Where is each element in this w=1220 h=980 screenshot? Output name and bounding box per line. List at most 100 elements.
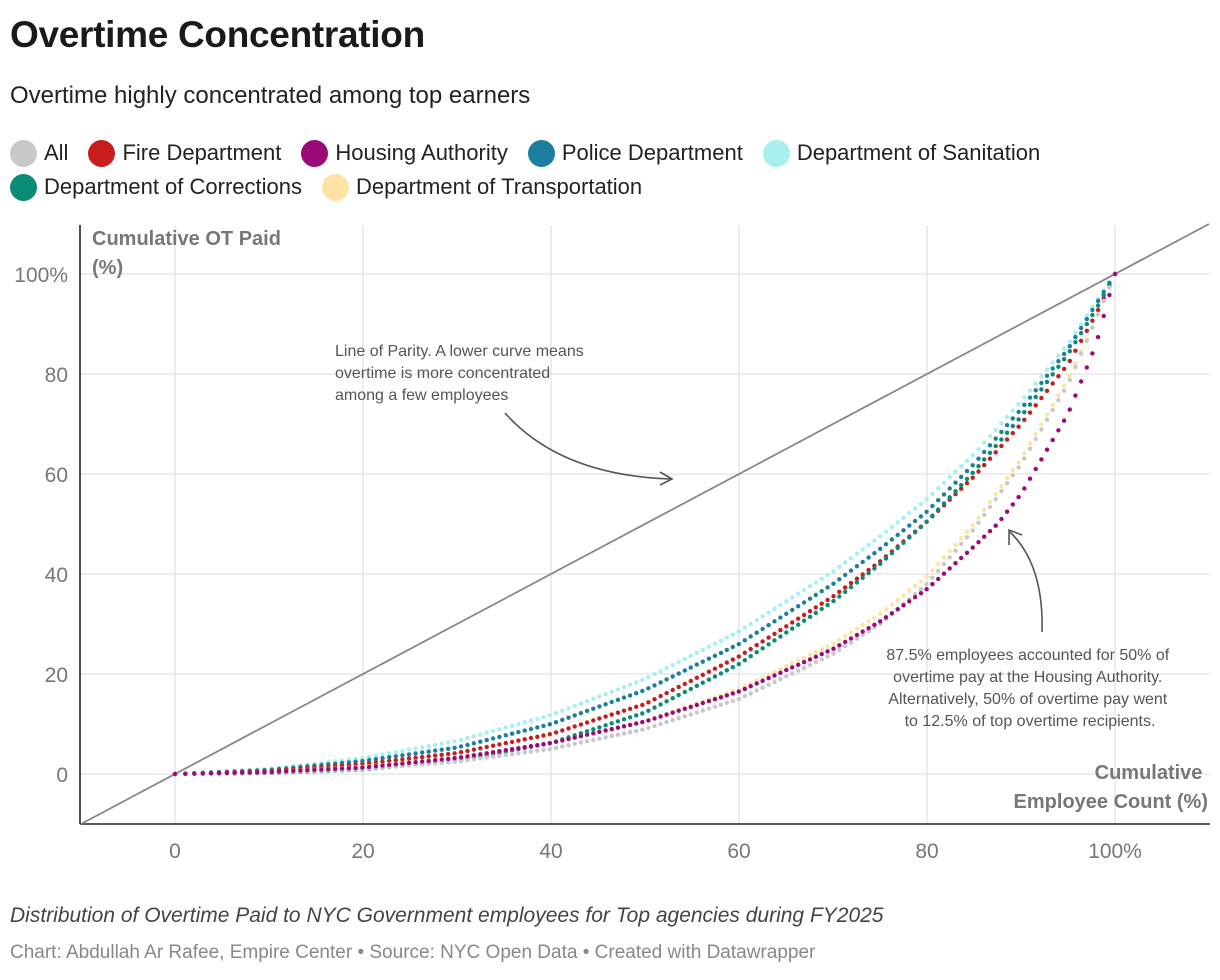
- data-point: [970, 453, 975, 458]
- data-point: [706, 677, 712, 682]
- legend-row-2: Department of Corrections Department of …: [10, 170, 1210, 204]
- data-point: [778, 615, 783, 620]
- data-point: [895, 597, 900, 603]
- data-point: [778, 627, 783, 633]
- data-point: [987, 499, 993, 505]
- data-point: [646, 686, 651, 691]
- data-point: [1016, 424, 1021, 429]
- legend-item-sanitation[interactable]: Department of Sanitation: [762, 139, 1040, 167]
- legend-swatch-transportation: [322, 173, 349, 201]
- data-point: [503, 733, 508, 738]
- data-point: [497, 734, 502, 740]
- data-point: [712, 704, 718, 709]
- data-point: [478, 739, 483, 744]
- data-point: [591, 718, 596, 723]
- data-point: [1016, 494, 1021, 500]
- data-point: [503, 748, 508, 753]
- data-point: [872, 551, 877, 556]
- data-point: [1016, 465, 1021, 470]
- data-point: [860, 572, 865, 577]
- data-point: [790, 665, 795, 670]
- data-point: [646, 708, 651, 713]
- data-point: [566, 743, 571, 748]
- data-point: [1090, 351, 1095, 356]
- data-point: [730, 632, 735, 637]
- legend-item-police[interactable]: Police Department: [527, 139, 743, 167]
- data-point: [413, 755, 418, 760]
- data-point: [366, 757, 372, 763]
- data-point: [918, 579, 924, 584]
- data-point: [730, 691, 735, 696]
- data-point: [930, 568, 935, 573]
- parity-layer: [80, 223, 1210, 825]
- data-point: [670, 718, 675, 723]
- data-point: [1090, 325, 1095, 330]
- data-point: [471, 757, 477, 762]
- data-point: [754, 630, 759, 635]
- data-point: [848, 584, 854, 590]
- data-point: [458, 758, 464, 764]
- legend-item-fire[interactable]: Fire Department: [88, 139, 281, 167]
- data-point: [878, 619, 883, 624]
- data-point: [1084, 316, 1090, 322]
- data-point: [1073, 339, 1078, 345]
- data-point: [889, 551, 895, 556]
- data-point: [801, 655, 807, 661]
- data-point: [1095, 307, 1101, 313]
- data-point: [766, 642, 771, 647]
- data-point: [634, 704, 639, 709]
- data-point: [1010, 416, 1015, 421]
- data-point: [509, 752, 515, 757]
- x-tick-label-60: 60: [727, 840, 750, 863]
- data-point: [652, 672, 657, 677]
- data-point: [1033, 466, 1038, 472]
- data-point: [522, 720, 527, 725]
- data-point: [1078, 325, 1084, 331]
- data-point: [1022, 486, 1027, 491]
- data-point: [807, 609, 813, 614]
- data-point: [1095, 312, 1101, 317]
- data-point: [490, 728, 496, 734]
- data-point: [801, 612, 807, 618]
- data-point: [603, 728, 608, 733]
- legend-item-transportation[interactable]: Department of Transportation: [322, 173, 642, 201]
- legend-item-all[interactable]: All: [10, 139, 68, 167]
- data-point: [964, 550, 970, 555]
- data-point: [652, 697, 657, 702]
- data-point: [825, 654, 830, 659]
- data-point: [918, 587, 924, 592]
- data-point: [959, 464, 964, 469]
- data-point: [889, 537, 895, 542]
- data-point: [305, 768, 310, 773]
- data-point: [1039, 374, 1044, 379]
- data-point: [825, 649, 830, 654]
- data-point: [987, 529, 993, 534]
- data-point: [688, 665, 693, 670]
- data-point: [497, 727, 502, 732]
- data-point: [640, 702, 645, 708]
- data-point: [547, 732, 552, 737]
- legend-item-housing[interactable]: Housing Authority: [301, 139, 508, 167]
- data-point: [578, 701, 584, 706]
- data-point: [854, 632, 860, 638]
- data-point: [670, 662, 675, 668]
- series-housing-authority: [172, 271, 1118, 777]
- legend-item-corrections[interactable]: Department of Corrections: [10, 173, 302, 201]
- data-point: [1039, 380, 1044, 386]
- data-point: [509, 723, 515, 728]
- data-point: [433, 742, 438, 748]
- data-point: [609, 721, 614, 726]
- data-point: [232, 770, 237, 775]
- data-point: [658, 693, 663, 699]
- data-point: [953, 489, 958, 494]
- data-point: [848, 630, 854, 635]
- data-point: [670, 710, 675, 715]
- data-point: [912, 518, 918, 524]
- data-point: [784, 630, 789, 635]
- data-point: [312, 767, 317, 772]
- data-point: [478, 746, 483, 751]
- data-point: [426, 754, 431, 759]
- data-point: [796, 616, 801, 621]
- data-point: [664, 712, 669, 717]
- data-point: [682, 681, 687, 687]
